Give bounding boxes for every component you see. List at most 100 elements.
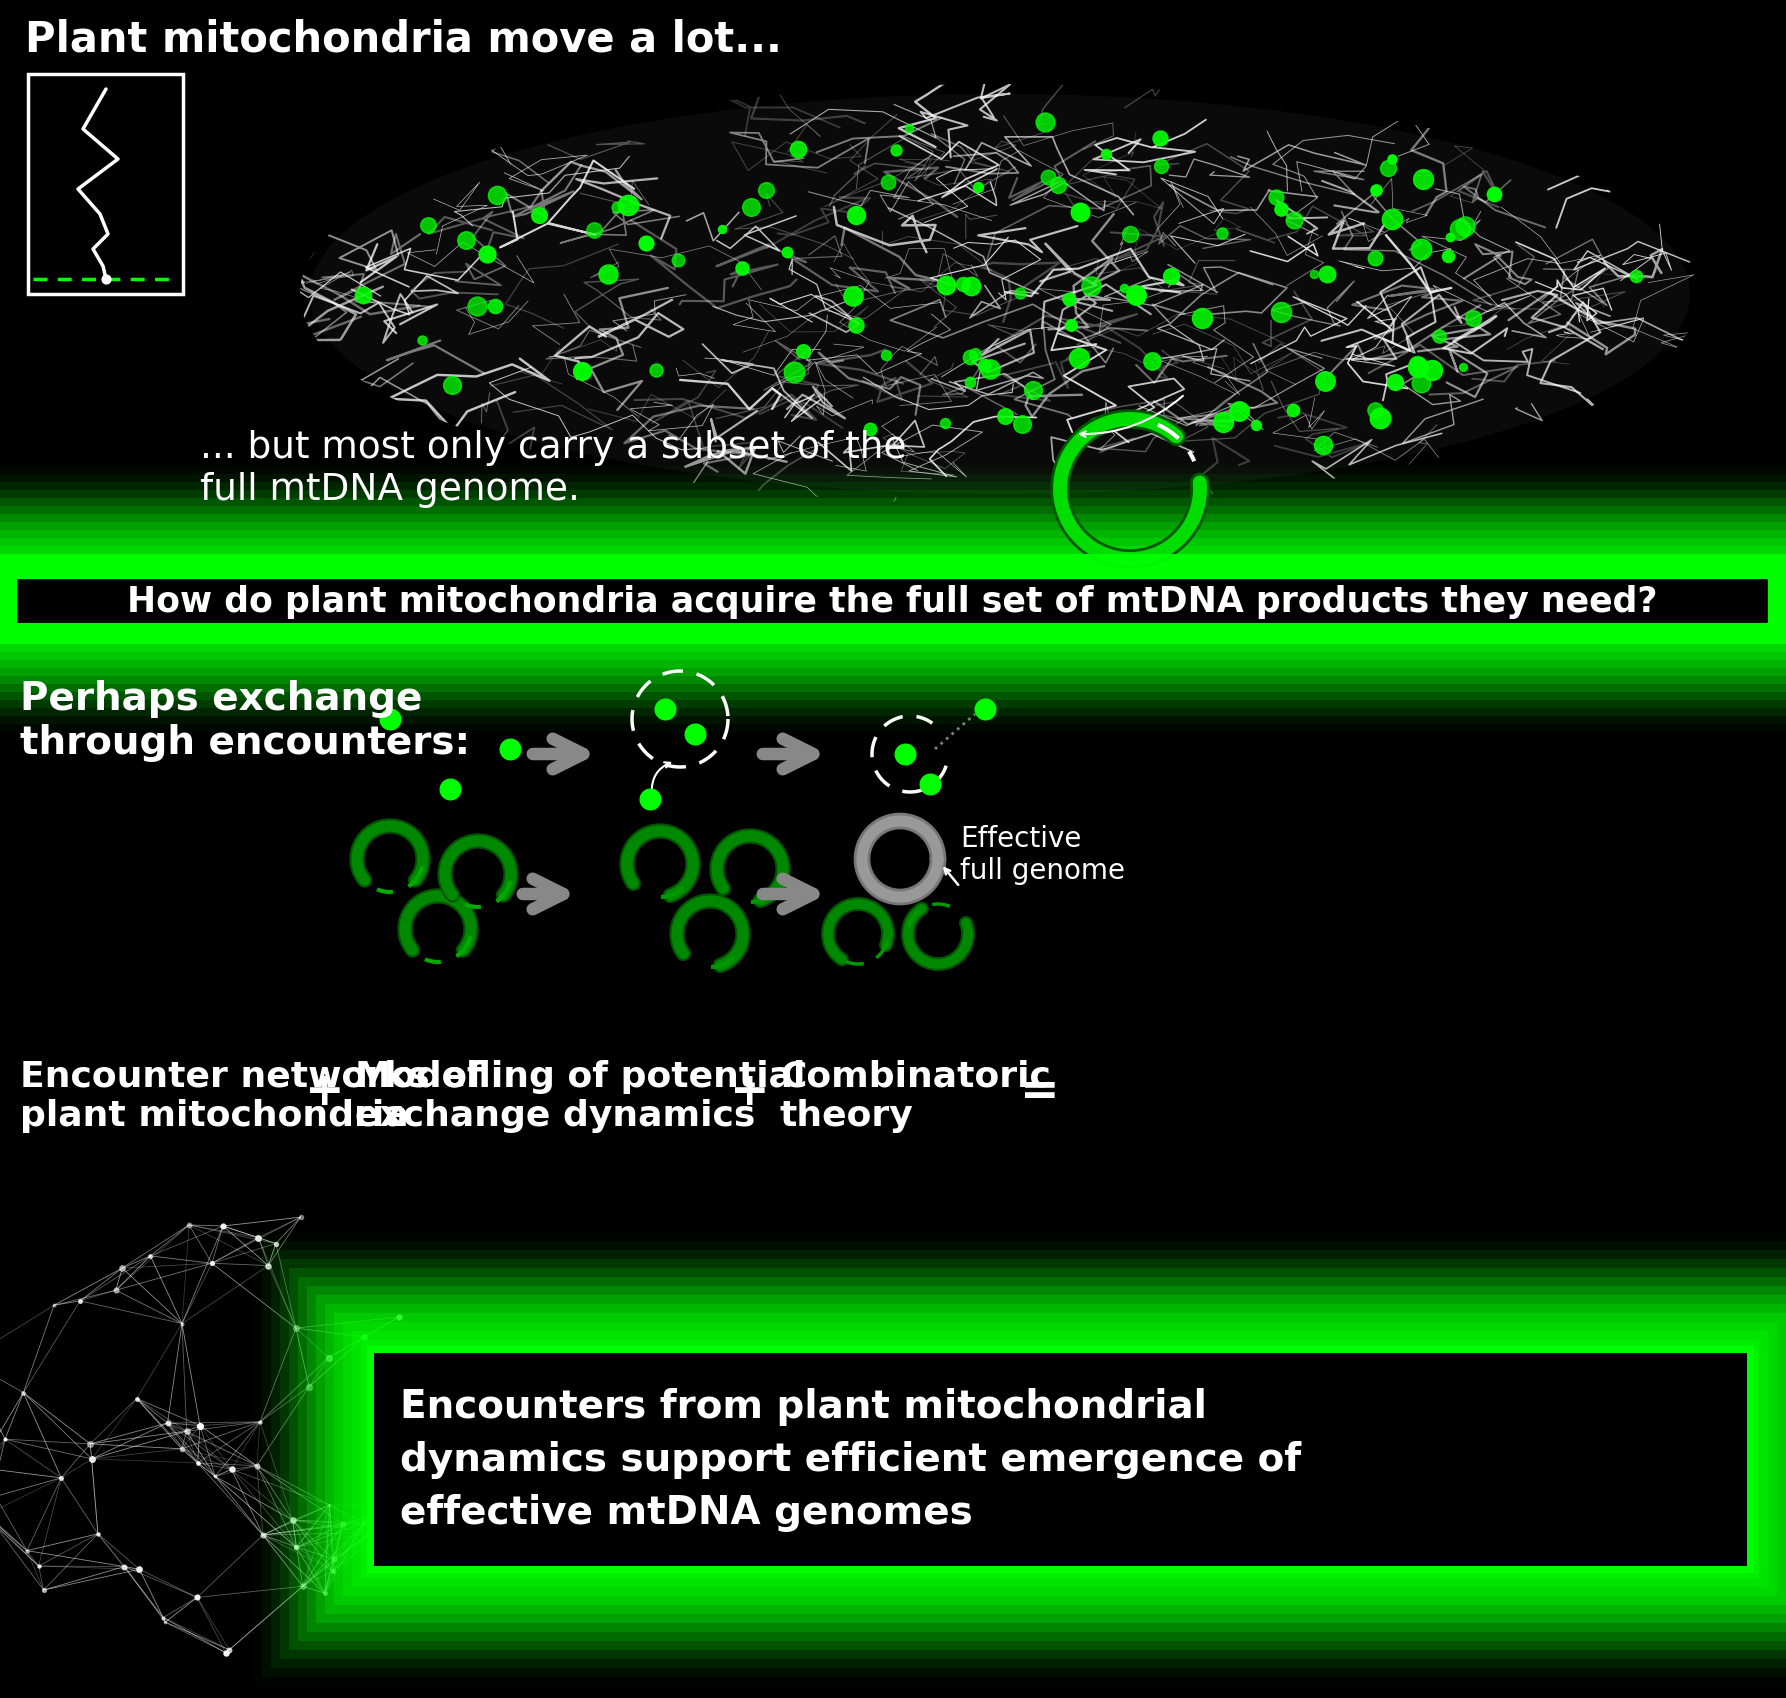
Point [123, 1386, 152, 1413]
Point [593, 261, 622, 289]
Point [1447, 217, 1475, 245]
Point [784, 138, 813, 165]
Point [1188, 306, 1216, 333]
Point [186, 1413, 214, 1440]
Point [91, 267, 120, 294]
Point [384, 1304, 413, 1331]
Point [1418, 357, 1447, 384]
Point [1031, 109, 1059, 136]
Point [348, 282, 377, 309]
Bar [361, 1340, 1759, 1577]
Point [214, 1637, 243, 1664]
Text: Perhaps exchange
through encounters:: Perhaps exchange through encounters: [20, 679, 470, 761]
Point [956, 345, 984, 372]
Bar [0, 499, 1786, 701]
Point [1373, 155, 1402, 182]
Point [9, 1379, 38, 1406]
Point [289, 1572, 318, 1600]
Point [1406, 370, 1434, 397]
Point [602, 194, 630, 221]
Bar [0, 482, 1786, 717]
Point [438, 372, 466, 399]
Point [154, 1409, 182, 1437]
Bar [334, 1313, 1786, 1605]
Point [1361, 245, 1390, 272]
Bar [0, 547, 1786, 652]
Point [882, 138, 911, 165]
Point [1266, 197, 1295, 224]
Bar [14, 577, 1770, 625]
Point [1091, 141, 1120, 168]
Point [931, 409, 959, 436]
Point [1006, 280, 1034, 307]
Point [1109, 275, 1138, 302]
Text: +: + [305, 1070, 345, 1114]
Point [729, 255, 757, 282]
Point [279, 1506, 307, 1533]
Bar [316, 1296, 1786, 1623]
Point [245, 1224, 273, 1251]
Point [463, 294, 491, 321]
Point [77, 1445, 105, 1472]
Point [400, 1493, 429, 1520]
Point [1279, 207, 1307, 234]
Bar [0, 467, 1786, 732]
Bar [370, 1350, 1750, 1569]
Point [964, 175, 993, 202]
Point [1407, 236, 1436, 263]
Point [125, 1555, 154, 1583]
Point [1459, 306, 1488, 333]
Point [182, 1584, 211, 1611]
Point [991, 404, 1020, 431]
Point [707, 217, 736, 245]
Point [650, 696, 679, 723]
Bar [0, 538, 1786, 661]
Point [1622, 263, 1650, 290]
Text: ... but most only carry a subset of the
full mtDNA genome.: ... but most only carry a subset of the … [200, 430, 907, 508]
Point [891, 740, 920, 767]
Bar [280, 1260, 1786, 1659]
Point [957, 273, 986, 301]
Point [350, 1510, 379, 1537]
Text: Encounter networks of
plant mitochondria: Encounter networks of plant mitochondria [20, 1060, 482, 1133]
Bar [298, 1277, 1786, 1640]
Point [407, 328, 436, 355]
Bar [271, 1250, 1786, 1667]
Point [1145, 126, 1173, 153]
Point [198, 1250, 227, 1277]
Point [211, 1639, 239, 1666]
Point [175, 1212, 204, 1240]
Bar [325, 1304, 1786, 1615]
Point [970, 353, 998, 380]
Point [436, 776, 464, 803]
Point [173, 1418, 202, 1445]
Point [1261, 185, 1289, 212]
Point [839, 284, 868, 311]
Point [752, 177, 780, 204]
Bar [0, 491, 1786, 708]
Point [1279, 397, 1307, 424]
Point [663, 246, 691, 273]
Point [568, 358, 597, 385]
Point [168, 1435, 196, 1462]
Point [873, 170, 902, 197]
Point [320, 1545, 348, 1572]
Point [1056, 285, 1084, 312]
Bar [0, 555, 1786, 645]
Point [1379, 207, 1407, 234]
Point [1300, 261, 1329, 289]
Ellipse shape [311, 95, 1690, 494]
Point [473, 241, 502, 268]
Point [261, 1231, 289, 1258]
Point [150, 1608, 179, 1635]
Point [580, 217, 609, 245]
Point [329, 1510, 357, 1537]
Point [855, 416, 884, 443]
Point [77, 1430, 105, 1457]
Bar [0, 523, 1786, 676]
Point [1138, 348, 1166, 375]
Point [1066, 199, 1095, 226]
Bar [307, 1287, 1786, 1632]
Point [168, 1311, 196, 1338]
Point [314, 1345, 343, 1372]
